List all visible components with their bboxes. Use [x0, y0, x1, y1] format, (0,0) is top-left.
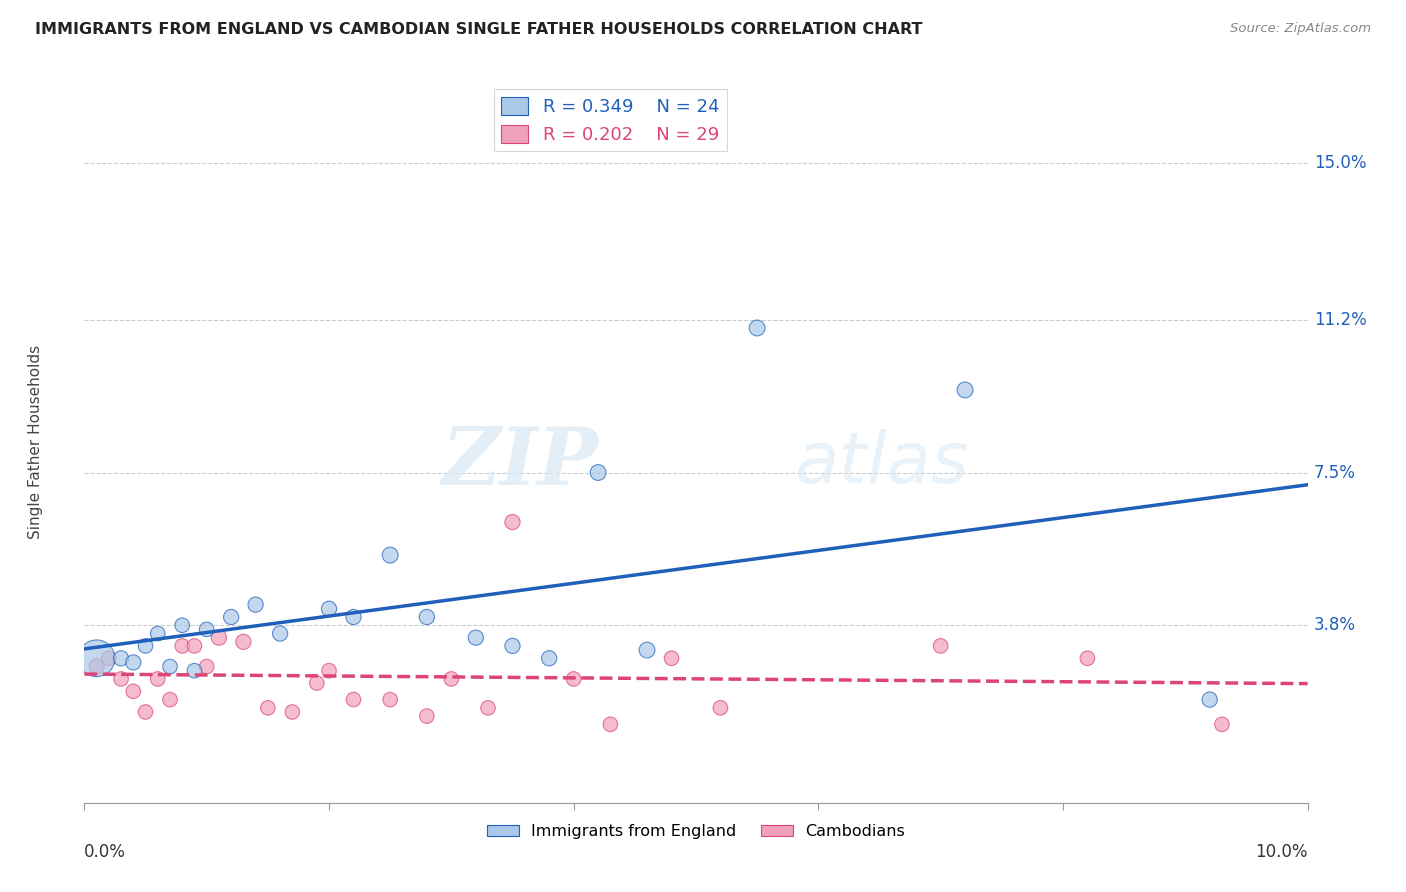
Point	[110, 651, 132, 665]
Text: 10.0%: 10.0%	[1256, 843, 1308, 861]
Point	[110, 672, 132, 686]
Legend: Immigrants from England, Cambodians: Immigrants from England, Cambodians	[481, 818, 911, 846]
Point	[281, 705, 304, 719]
Text: 11.2%: 11.2%	[1313, 310, 1367, 329]
Point	[1076, 651, 1098, 665]
Point	[538, 651, 561, 665]
Point	[232, 634, 254, 648]
Text: IMMIGRANTS FROM ENGLAND VS CAMBODIAN SINGLE FATHER HOUSEHOLDS CORRELATION CHART: IMMIGRANTS FROM ENGLAND VS CAMBODIAN SIN…	[35, 22, 922, 37]
Text: 7.5%: 7.5%	[1313, 464, 1355, 482]
Point	[380, 692, 402, 706]
Point	[172, 618, 194, 632]
Point	[146, 626, 169, 640]
Point	[86, 651, 108, 665]
Point	[380, 548, 402, 562]
Point	[195, 623, 218, 637]
Point	[953, 383, 976, 397]
Point	[257, 701, 280, 715]
Point	[183, 639, 205, 653]
Point	[661, 651, 683, 665]
Text: Source: ZipAtlas.com: Source: ZipAtlas.com	[1230, 22, 1371, 36]
Point	[183, 664, 205, 678]
Point	[1198, 692, 1220, 706]
Text: ZIP: ZIP	[441, 425, 598, 502]
Point	[342, 692, 364, 706]
Point	[502, 639, 524, 653]
Text: 15.0%: 15.0%	[1313, 153, 1367, 172]
Point	[342, 610, 364, 624]
Point	[416, 610, 439, 624]
Point	[97, 651, 120, 665]
Text: atlas: atlas	[794, 429, 969, 498]
Point	[599, 717, 621, 731]
Point	[245, 598, 267, 612]
Point	[502, 515, 524, 529]
Point	[159, 659, 181, 673]
Point	[159, 692, 181, 706]
Point	[562, 672, 585, 686]
Point	[318, 664, 340, 678]
Point	[636, 643, 658, 657]
Point	[172, 639, 194, 653]
Point	[416, 709, 439, 723]
Text: Single Father Households: Single Father Households	[28, 344, 44, 539]
Point	[747, 321, 769, 335]
Text: 0.0%: 0.0%	[84, 843, 127, 861]
Point	[219, 610, 242, 624]
Text: 3.8%: 3.8%	[1313, 616, 1355, 634]
Point	[135, 705, 157, 719]
Point	[929, 639, 952, 653]
Point	[464, 631, 486, 645]
Point	[318, 601, 340, 615]
Point	[135, 639, 157, 653]
Point	[146, 672, 169, 686]
Point	[208, 631, 231, 645]
Point	[305, 676, 328, 690]
Point	[586, 466, 609, 480]
Point	[709, 701, 731, 715]
Point	[86, 659, 108, 673]
Point	[122, 656, 145, 670]
Point	[122, 684, 145, 698]
Point	[269, 626, 291, 640]
Point	[195, 659, 218, 673]
Point	[440, 672, 463, 686]
Point	[1211, 717, 1233, 731]
Point	[477, 701, 499, 715]
